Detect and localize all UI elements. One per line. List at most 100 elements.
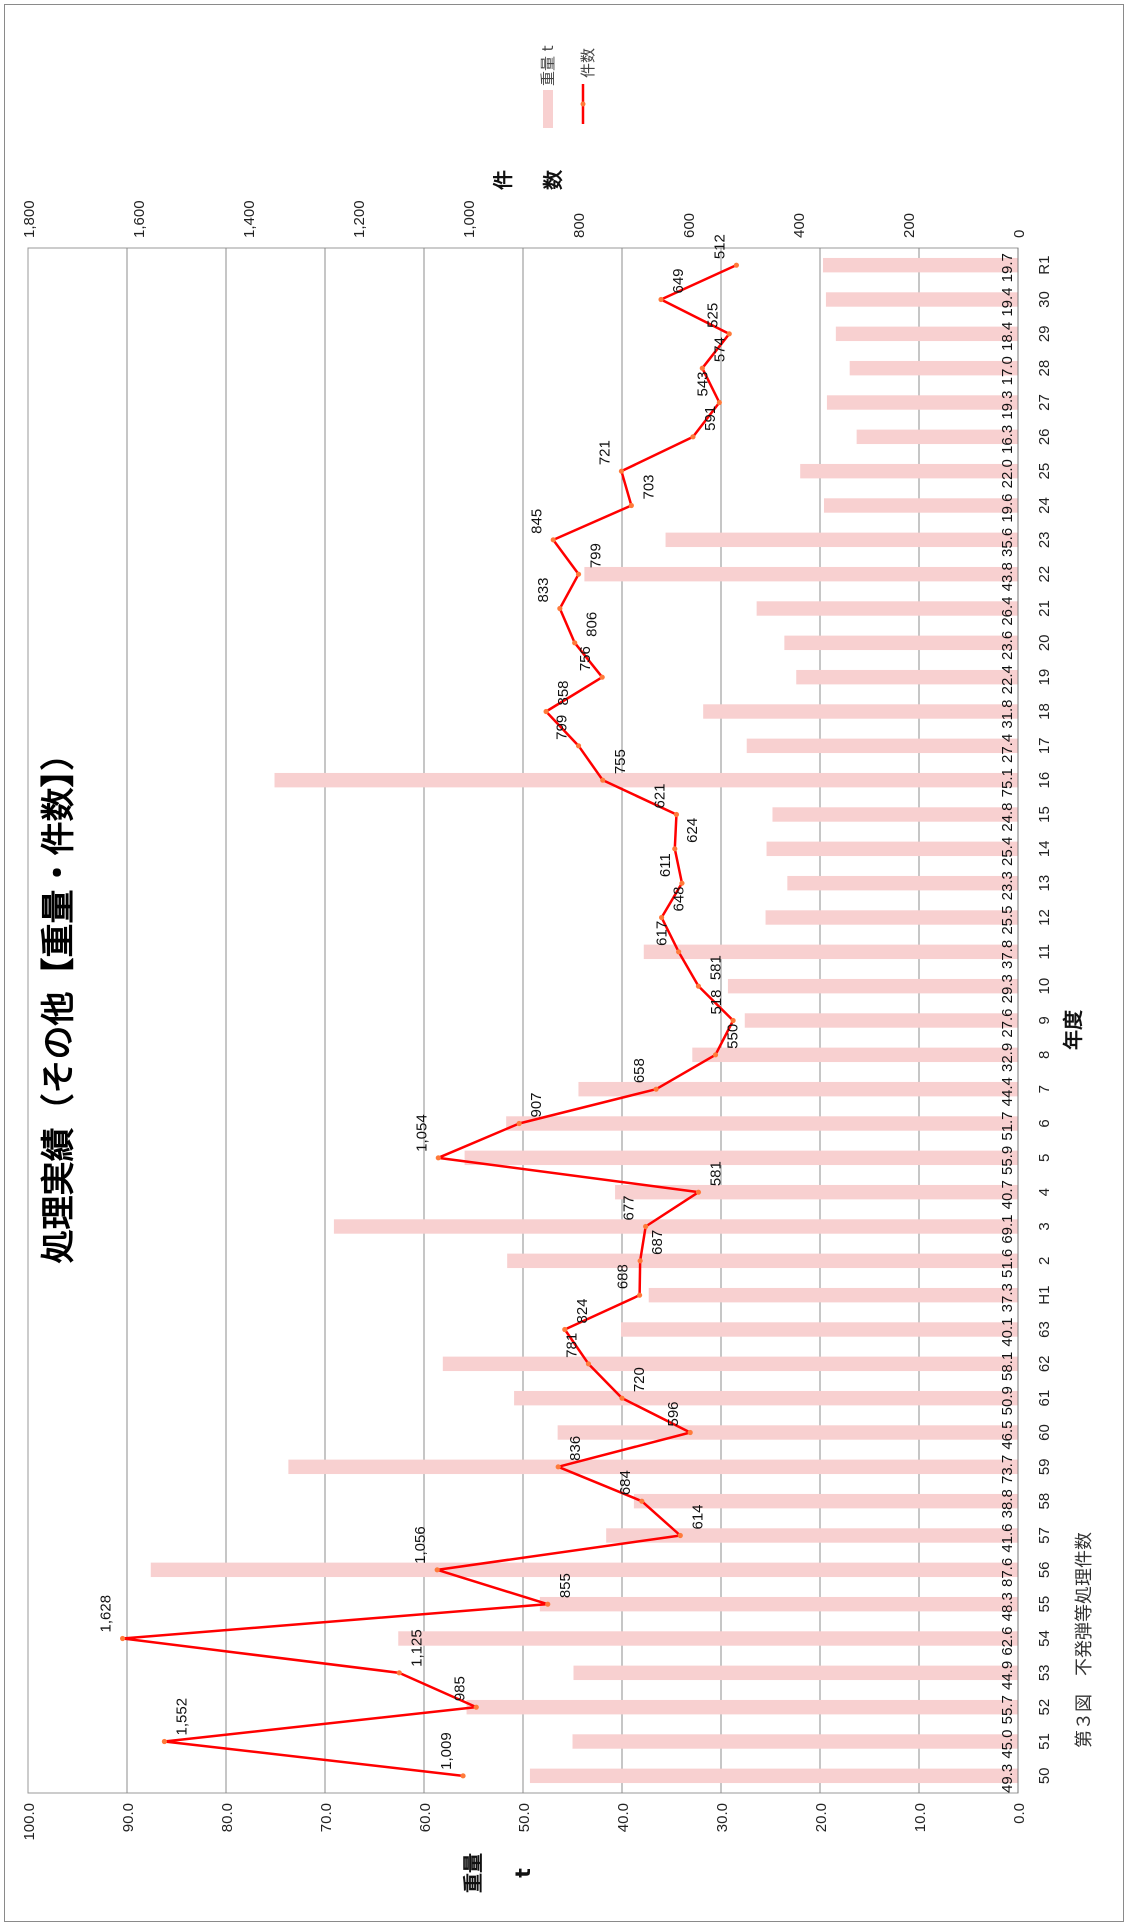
bar (150, 1562, 1018, 1578)
x-tick-label: 4 (1036, 1188, 1053, 1196)
x-tick-label: 14 (1036, 840, 1053, 857)
bar (772, 807, 1018, 822)
x-tick-label: 28 (1036, 360, 1053, 377)
y2-tick-label: 1,000 (461, 200, 478, 238)
x-tick-label: 18 (1036, 703, 1053, 720)
bar (784, 635, 1018, 651)
x-tick-label: 9 (1036, 1016, 1053, 1024)
x-tick-label: 50 (1036, 1767, 1053, 1784)
bar-value-label: 25.5 (999, 905, 1016, 934)
y-tick-label: 100.0 (21, 1803, 38, 1841)
bar (665, 532, 1018, 548)
count-marker (687, 1429, 693, 1436)
bar (823, 498, 1018, 513)
count-value-label: 624 (684, 818, 701, 843)
y-tick-label: 60.0 (417, 1803, 434, 1832)
count-marker (585, 1361, 592, 1367)
bar-value-label: 19.4 (999, 287, 1016, 316)
count-value-label: 755 (612, 749, 629, 774)
count-marker (434, 1567, 440, 1573)
count-marker (557, 605, 563, 612)
count-marker (555, 1464, 561, 1470)
bar-value-label: 46.5 (999, 1420, 1016, 1449)
bar-value-label: 73.7 (999, 1455, 1016, 1484)
chart-title: 処理実績（その他【重量・件数】） (39, 737, 79, 1264)
y2-tick-label: 200 (901, 213, 918, 238)
y2-tick-label: 1,800 (21, 200, 38, 238)
count-value-label: 781 (563, 1333, 580, 1358)
count-marker (161, 1738, 167, 1745)
y2-tick-label: 1,200 (351, 200, 368, 238)
x-tick-label: 16 (1036, 772, 1053, 789)
legend-swatch-weight (543, 90, 553, 128)
count-marker (600, 777, 606, 783)
bar-value-label: 17.0 (999, 356, 1016, 385)
count-marker (572, 640, 578, 646)
count-marker (120, 1635, 126, 1642)
bar-value-label: 50.9 (999, 1386, 1016, 1415)
x-tick-label: 55 (1036, 1596, 1053, 1613)
x-tick-label: 59 (1036, 1458, 1053, 1475)
bar (442, 1356, 1018, 1372)
bar-value-label: 26.4 (999, 596, 1016, 625)
count-value-label: 518 (708, 989, 725, 1014)
count-value-label: 1,125 (408, 1629, 425, 1667)
bar (466, 1699, 1018, 1715)
bar (796, 669, 1018, 685)
bar (643, 944, 1018, 960)
bar (766, 841, 1018, 857)
y2-tick-label: 400 (791, 213, 808, 238)
bar-value-label: 25.4 (999, 837, 1016, 866)
count-marker (712, 1052, 719, 1058)
count-value-label: 591 (702, 406, 719, 431)
count-value-label: 677 (621, 1195, 638, 1220)
bar (826, 395, 1018, 410)
count-value-label: 550 (725, 1024, 742, 1049)
bar-value-label: 45.0 (999, 1729, 1016, 1758)
count-marker (673, 811, 680, 818)
bar-value-label: 51.7 (999, 1111, 1016, 1140)
x-tick-label: R1 (1036, 256, 1053, 275)
x-tick-label: 60 (1036, 1424, 1053, 1441)
count-value-label: 649 (670, 268, 687, 293)
count-marker (658, 296, 664, 303)
bar-value-label: 23.6 (999, 631, 1016, 660)
count-value-label: 836 (567, 1436, 584, 1461)
count-marker (639, 1498, 645, 1504)
bar (514, 1390, 1018, 1406)
count-marker (435, 1155, 441, 1161)
x-tick-label: 7 (1036, 1085, 1053, 1093)
bar-value-label: 51.6 (999, 1249, 1016, 1278)
bar-value-label: 37.3 (999, 1283, 1016, 1312)
count-value-label: 525 (704, 303, 721, 328)
bar (800, 463, 1018, 479)
count-value-label: 687 (649, 1230, 666, 1255)
count-value-label: 688 (615, 1264, 632, 1289)
count-marker (690, 434, 696, 440)
y-tick-label: 30.0 (714, 1803, 731, 1832)
bar (633, 1493, 1018, 1509)
x-tick-label: 63 (1036, 1321, 1053, 1338)
bar-value-label: 24.8 (999, 802, 1016, 831)
count-marker (550, 537, 556, 543)
x-tick-label: 26 (1036, 428, 1053, 445)
y-axis-title: 重量 (461, 1853, 485, 1893)
count-value-label: 845 (528, 509, 545, 534)
axes: 0.0 10.0 20.0 30.0 40.0 50.0 60.0 70.0 80.0 90.0 1… (21, 200, 1053, 1840)
count-value-label: 721 (596, 440, 613, 465)
count-marker (677, 1532, 683, 1539)
x-tick-label: 52 (1036, 1699, 1053, 1716)
y2-tick-label: 0 (1011, 230, 1028, 238)
x-tick-label: 13 (1036, 875, 1053, 892)
bar (507, 1253, 1018, 1269)
x-tick-label: 8 (1036, 1051, 1053, 1059)
bar-value-label: 32.9 (999, 1043, 1016, 1072)
bar (333, 1219, 1018, 1234)
bar-value-label: 41.6 (999, 1523, 1016, 1552)
x-tick-label: 23 (1036, 531, 1053, 548)
x-tick-label: 56 (1036, 1561, 1053, 1578)
count-marker (695, 1189, 702, 1195)
bar (835, 326, 1018, 342)
count-value-label: 581 (707, 955, 724, 980)
count-value-label: 806 (584, 612, 601, 637)
